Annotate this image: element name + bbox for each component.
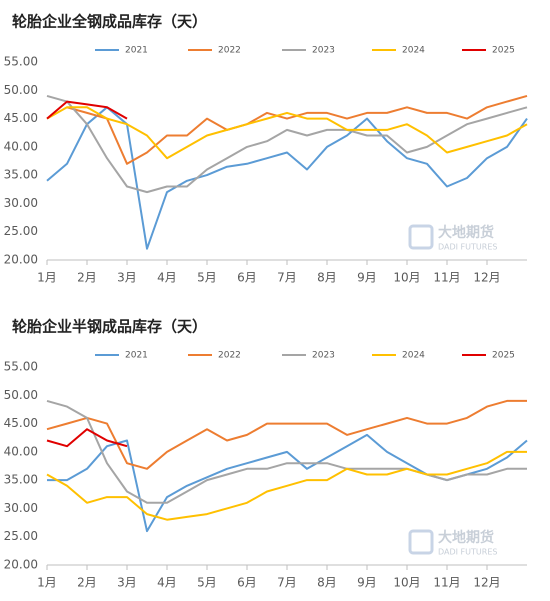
series-line	[46, 94, 528, 194]
y-tick-label: 55.00	[4, 360, 38, 374]
x-tick-label: 9月	[357, 576, 377, 590]
y-tick-label: 45.00	[4, 111, 38, 125]
x-tick-label: 10月	[393, 271, 420, 285]
y-tick-label: 40.00	[4, 139, 38, 153]
x-tick-label: 4月	[157, 271, 177, 285]
x-tick-label: 5月	[197, 576, 217, 590]
watermark: 大地期货	[438, 529, 494, 546]
x-tick-label: 6月	[237, 576, 257, 590]
y-tick-label: 30.00	[4, 501, 38, 515]
legend-label: 2024	[402, 46, 425, 56]
x-tick-label: 4月	[157, 576, 177, 590]
y-tick-label: 35.00	[4, 168, 38, 182]
legend-label: 2025	[492, 46, 515, 56]
y-tick-label: 50.00	[4, 388, 38, 402]
x-tick-label: 3月	[117, 271, 137, 285]
y-tick-label: 30.00	[4, 196, 38, 210]
x-tick-label: 1月	[37, 576, 57, 590]
watermark: DADI FUTURES	[438, 243, 497, 252]
watermark: DADI FUTURES	[438, 548, 497, 557]
legend-label: 2022	[218, 46, 241, 56]
y-tick-label: 55.00	[4, 55, 38, 69]
x-tick-label: 9月	[357, 271, 377, 285]
x-tick-label: 5月	[197, 271, 217, 285]
x-tick-label: 2月	[77, 271, 97, 285]
x-tick-label: 11月	[433, 576, 460, 590]
chart-title: 轮胎企业全钢成品库存（天）	[12, 13, 207, 31]
x-tick-label: 11月	[433, 271, 460, 285]
y-tick-label: 25.00	[4, 529, 38, 543]
y-tick-label: 50.00	[4, 83, 38, 97]
legend-label: 2022	[218, 351, 241, 361]
x-tick-label: 3月	[117, 576, 137, 590]
watermark-logo	[408, 224, 434, 250]
x-tick-label: 12月	[473, 576, 500, 590]
series-line	[46, 428, 128, 448]
series-line	[46, 399, 527, 504]
legend-label: 2024	[402, 351, 425, 361]
y-tick-label: 20.00	[4, 558, 38, 572]
x-tick-label: 8月	[317, 271, 337, 285]
x-tick-label: 12月	[473, 271, 500, 285]
y-tick-label: 20.00	[4, 253, 38, 267]
series-line	[46, 106, 528, 160]
legend-label: 2023	[312, 351, 335, 361]
y-tick-label: 25.00	[4, 224, 38, 238]
watermark-logo	[408, 529, 434, 555]
legend-label: 2023	[312, 46, 335, 56]
series-line	[46, 100, 128, 120]
y-tick-label: 45.00	[4, 416, 38, 430]
y-tick-label: 35.00	[4, 473, 38, 487]
series-line	[46, 450, 527, 521]
chart-title: 轮胎企业半钢成品库存（天）	[12, 318, 207, 336]
watermark: 大地期货	[438, 224, 494, 241]
y-tick-label: 40.00	[4, 444, 38, 458]
x-tick-label: 6月	[237, 271, 257, 285]
x-tick-label: 7月	[277, 576, 297, 590]
legend-label: 2021	[125, 46, 148, 56]
series-line	[46, 399, 527, 470]
legend-label: 2025	[492, 351, 515, 361]
x-tick-label: 2月	[77, 576, 97, 590]
legend-label: 2021	[125, 351, 148, 361]
x-tick-label: 8月	[317, 576, 337, 590]
x-tick-label: 1月	[37, 271, 57, 285]
x-tick-label: 10月	[393, 576, 420, 590]
x-tick-label: 7月	[277, 271, 297, 285]
